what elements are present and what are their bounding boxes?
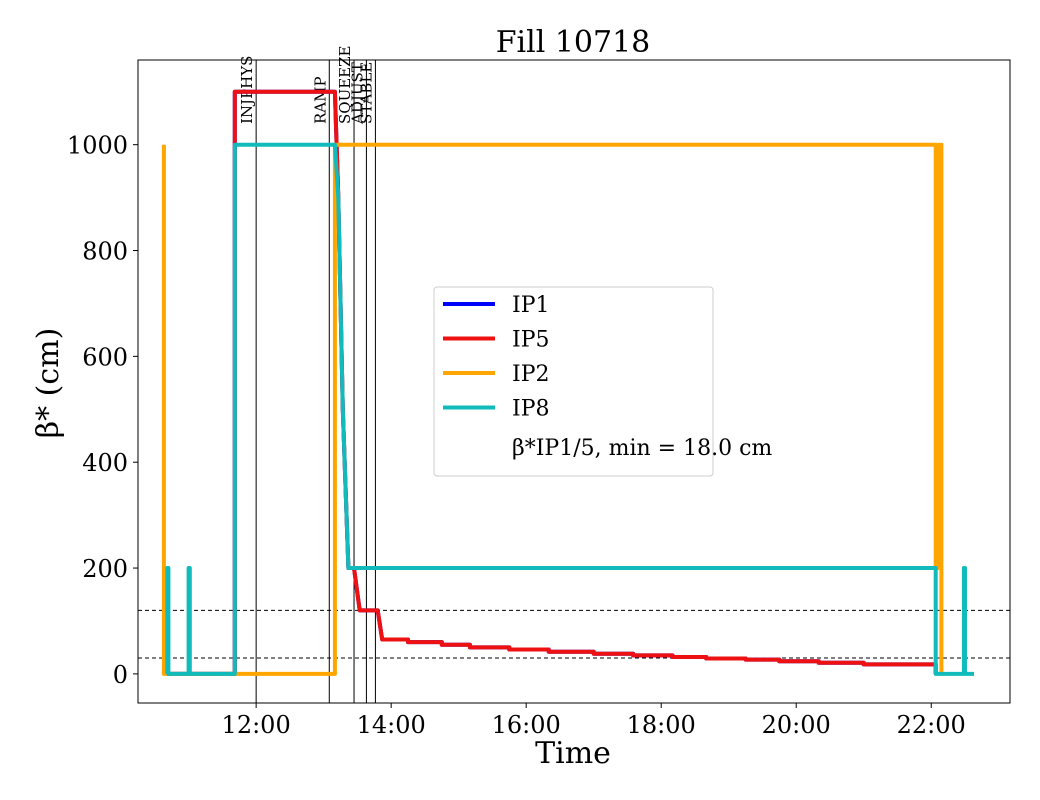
legend-label-ip1: IP1 <box>512 293 550 318</box>
legend-label-ip5: IP5 <box>512 328 550 353</box>
y-ticks: 0 200 400 600 800 1000 <box>67 132 138 689</box>
legend-note: β*IP1/5, min = 18.0 cm <box>512 436 772 461</box>
y-tick-label: 800 <box>82 238 128 266</box>
x-tick-label: 16:00 <box>492 711 561 739</box>
x-tick-label: 12:00 <box>222 711 291 739</box>
legend-box <box>433 286 714 477</box>
chart-title: Fill 10718 <box>496 25 651 60</box>
legend-label-ip8: IP8 <box>512 397 550 422</box>
plot-frame <box>137 59 1011 704</box>
phase-label: STABLE <box>357 62 375 124</box>
y-tick-label: 600 <box>82 343 128 371</box>
y-tick-label: 200 <box>82 555 128 583</box>
legend-label-ip2: IP2 <box>512 362 550 387</box>
y-tick-label: 1000 <box>67 132 128 160</box>
series-line-ip2 <box>161 142 944 676</box>
phase-label: RAMP <box>311 76 329 124</box>
phase-label: INJPHYS <box>238 56 256 124</box>
phase-label: SQUEEZE <box>336 46 354 125</box>
x-tick-label: 18:00 <box>627 711 696 739</box>
phase-label: ADJUST <box>348 62 366 125</box>
x-axis-label: Time <box>535 736 611 771</box>
y-tick-label: 400 <box>82 449 128 477</box>
series-line-ip8 <box>165 142 974 676</box>
data-series <box>161 89 974 676</box>
y-axis-label: β* (cm) <box>31 328 66 439</box>
reference-lines <box>138 609 1010 659</box>
x-tick-label: 20:00 <box>762 711 831 739</box>
x-tick-label: 14:00 <box>357 711 426 739</box>
legend: IP1 IP5 IP2 IP8 β*IP1/5, min = 18.0 cm <box>433 286 772 477</box>
y-tick-label: 0 <box>113 661 128 689</box>
legend-entries: IP1 IP5 IP2 IP8 <box>443 293 550 422</box>
x-tick-label: 22:00 <box>897 711 966 739</box>
x-ticks: 12:00 14:00 16:00 18:00 20:00 22:00 <box>222 703 966 739</box>
